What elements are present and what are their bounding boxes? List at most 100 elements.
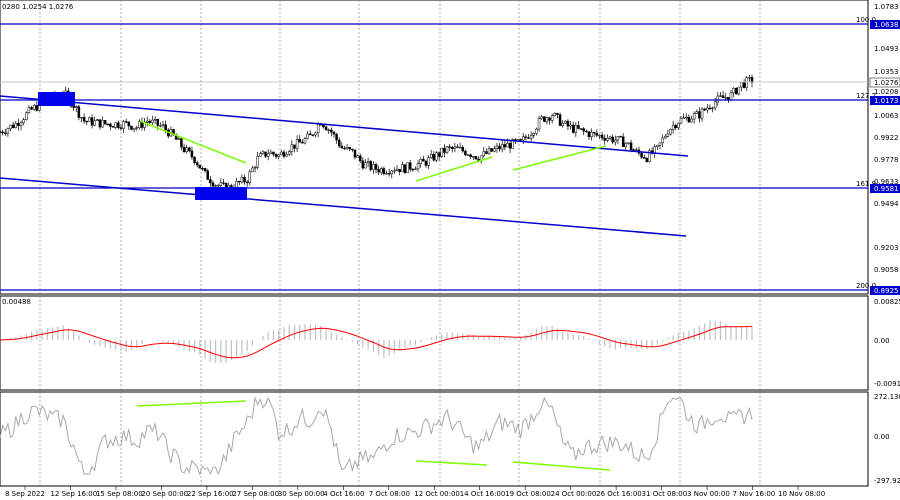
candle-body bbox=[595, 132, 599, 136]
macd-bar bbox=[656, 340, 658, 346]
candle-body bbox=[466, 154, 470, 156]
candle-body bbox=[671, 125, 675, 130]
candle-body bbox=[750, 77, 754, 83]
divergence-line-3[interactable] bbox=[512, 145, 607, 171]
macd-bar bbox=[293, 324, 296, 340]
main-panel bbox=[0, 0, 869, 295]
candle-body bbox=[101, 120, 104, 128]
macd-bar bbox=[551, 325, 553, 340]
candle-body bbox=[98, 119, 102, 128]
divergence-line-1[interactable] bbox=[139, 120, 247, 164]
macd-bar bbox=[609, 340, 611, 348]
candle-body bbox=[216, 185, 220, 187]
candle-body bbox=[685, 116, 688, 119]
candle-body bbox=[343, 147, 346, 150]
candle-body bbox=[490, 148, 493, 152]
candle-body bbox=[687, 116, 691, 123]
candle-body bbox=[369, 161, 372, 170]
fib-161-price: 0.9581 bbox=[874, 185, 899, 193]
macd-bar bbox=[399, 340, 401, 351]
macd-bar bbox=[456, 332, 459, 340]
macd-bar bbox=[588, 338, 590, 340]
price-tick: 1.0783 bbox=[874, 3, 899, 11]
candle-body bbox=[198, 164, 202, 169]
candle-body bbox=[382, 168, 386, 174]
candle-body bbox=[700, 108, 704, 119]
candle-body bbox=[706, 107, 709, 111]
macd-bar bbox=[335, 334, 338, 340]
candle-body bbox=[306, 133, 309, 139]
candle-body bbox=[453, 146, 457, 149]
candle-body bbox=[474, 156, 478, 160]
candle-body bbox=[598, 134, 601, 137]
divergence-line-2[interactable] bbox=[415, 156, 493, 182]
macd-bar bbox=[504, 337, 506, 340]
macd-bar bbox=[498, 337, 501, 340]
macd-bar bbox=[272, 330, 275, 340]
candle-body bbox=[122, 121, 125, 129]
cci-divergence-2[interactable] bbox=[415, 460, 488, 466]
macd-bar bbox=[367, 340, 369, 350]
macd-bottom-value: -0.00916 bbox=[874, 380, 900, 388]
macd-bar bbox=[193, 340, 196, 353]
low-marker-box[interactable] bbox=[195, 187, 247, 200]
candle-body bbox=[524, 136, 528, 138]
price-scale: 1.0783 1.0493 1.0353 1.0208 1.0063 0.992… bbox=[874, 3, 899, 274]
macd-bar bbox=[356, 340, 359, 345]
macd-bar bbox=[288, 324, 290, 340]
fib-127-price-tag bbox=[870, 96, 900, 105]
macd-bar bbox=[172, 340, 175, 345]
high-marker-box[interactable] bbox=[38, 92, 75, 106]
macd-bar bbox=[667, 337, 669, 340]
macd-bar bbox=[409, 340, 411, 347]
channel-lower-line[interactable] bbox=[0, 177, 687, 237]
candle-body bbox=[145, 120, 149, 123]
cci-divergence-3[interactable] bbox=[512, 461, 611, 471]
candle-body bbox=[695, 111, 699, 114]
macd-bar bbox=[46, 328, 48, 340]
macd-bar bbox=[451, 332, 453, 340]
candle-body bbox=[682, 117, 685, 119]
candle-body bbox=[374, 164, 378, 170]
macd-bar bbox=[441, 333, 443, 340]
candle-body bbox=[419, 158, 422, 164]
candle-body bbox=[616, 136, 620, 141]
price-tick: 0.9058 bbox=[874, 266, 899, 274]
candle-body bbox=[248, 171, 252, 184]
channel-upper-line[interactable] bbox=[0, 95, 689, 157]
candle-body bbox=[14, 123, 18, 128]
candle-body bbox=[282, 151, 286, 157]
cci-divergence-1[interactable] bbox=[136, 400, 247, 407]
macd-bar bbox=[677, 332, 679, 340]
macd-bar bbox=[314, 325, 317, 340]
candle-body bbox=[190, 150, 194, 158]
candle-body bbox=[571, 124, 575, 133]
candle-body bbox=[469, 154, 472, 157]
price-tick: 0.9922 bbox=[874, 134, 899, 142]
macd-bar bbox=[267, 331, 269, 340]
time-label: 12 Sep 16:00 bbox=[50, 490, 97, 498]
fib-100-price: 1.0638 bbox=[874, 21, 899, 29]
macd-bar bbox=[493, 336, 495, 340]
candle-body bbox=[548, 117, 551, 121]
candle-body bbox=[411, 168, 415, 171]
candle-body bbox=[348, 147, 351, 150]
price-tick: 1.0063 bbox=[874, 112, 899, 120]
macd-bar bbox=[241, 340, 243, 355]
candle-body bbox=[358, 155, 362, 161]
macd-bar bbox=[115, 340, 117, 350]
macd-bar bbox=[278, 329, 280, 340]
macd-bar bbox=[262, 335, 264, 340]
macd-bar bbox=[62, 325, 64, 340]
candle-body bbox=[327, 129, 330, 131]
candle-body bbox=[719, 95, 722, 97]
macd-bar bbox=[435, 335, 438, 340]
candle-body bbox=[209, 179, 212, 184]
candle-body bbox=[243, 177, 246, 183]
candle-body bbox=[485, 151, 488, 154]
macd-bar bbox=[719, 321, 722, 340]
candle-body bbox=[532, 133, 536, 136]
macd-bar bbox=[746, 326, 748, 340]
price-tick: 0.9778 bbox=[874, 156, 899, 164]
